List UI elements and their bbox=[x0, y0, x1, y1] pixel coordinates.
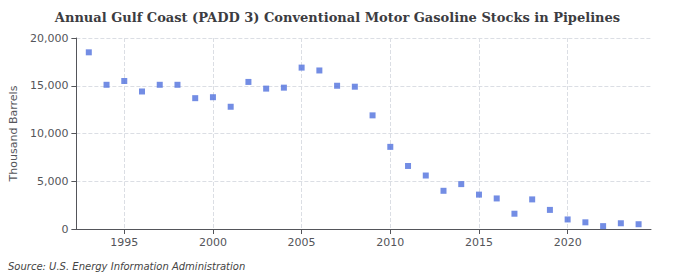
svg-text:Thousand Barrels: Thousand Barrels bbox=[7, 85, 20, 182]
svg-text:1995: 1995 bbox=[110, 236, 138, 249]
svg-text:2015: 2015 bbox=[465, 236, 493, 249]
svg-text:5,000: 5,000 bbox=[37, 175, 69, 188]
svg-text:Annual Gulf Coast (PADD 3) Con: Annual Gulf Coast (PADD 3) Conventional … bbox=[54, 10, 620, 25]
svg-text:2000: 2000 bbox=[199, 236, 227, 249]
svg-text:2010: 2010 bbox=[376, 236, 404, 249]
svg-text:0: 0 bbox=[61, 223, 68, 236]
svg-text:Source: U.S. Energy Informatio: Source: U.S. Energy Information Administ… bbox=[8, 261, 245, 272]
svg-text:2020: 2020 bbox=[554, 236, 582, 249]
svg-text:20,000: 20,000 bbox=[30, 32, 69, 45]
svg-text:15,000: 15,000 bbox=[30, 79, 69, 92]
svg-text:2005: 2005 bbox=[288, 236, 316, 249]
svg-text:10,000: 10,000 bbox=[30, 127, 69, 140]
